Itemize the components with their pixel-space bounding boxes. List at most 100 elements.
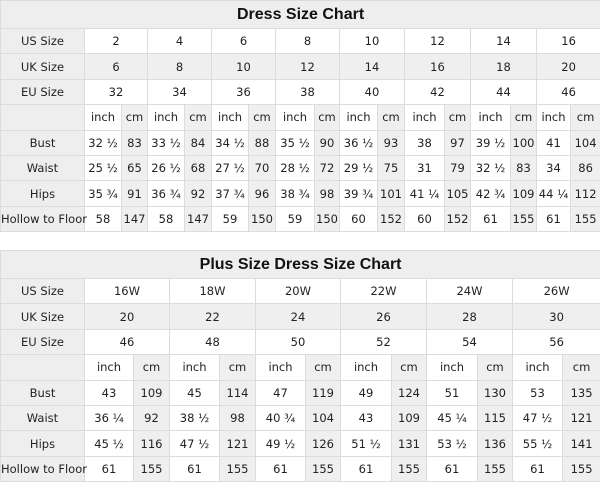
inch-cell: 60 [340, 206, 378, 231]
cm-cell: 88 [249, 130, 276, 155]
row-label: Hollow to Floor [1, 456, 85, 481]
row-label: Bust [1, 130, 85, 155]
inch-cell: 42 ¾ [471, 181, 511, 206]
cm-cell: 83 [511, 155, 537, 180]
cm-cell: 101 [378, 181, 405, 206]
cm-cell: 112 [571, 181, 600, 206]
cm-cell: 75 [378, 155, 405, 180]
inch-cell: 47 ½ [170, 431, 220, 456]
cm-cell: 98 [220, 405, 256, 430]
inch-cell: 49 ½ [256, 431, 306, 456]
row-label: US Size [1, 29, 85, 54]
cm-cell: 109 [392, 405, 427, 430]
cm-cell: 91 [122, 181, 148, 206]
cm-cell: 92 [134, 405, 170, 430]
inch-cell: 32 ½ [471, 155, 511, 180]
size-cell: 8 [276, 29, 340, 54]
inch-cell: 27 ½ [212, 155, 249, 180]
cm-cell: 155 [478, 456, 513, 481]
inch-cell: 61 [170, 456, 220, 481]
size-cell: 10 [212, 54, 276, 79]
cm-cell: 131 [392, 431, 427, 456]
cm-cell: 147 [185, 206, 212, 231]
inch-cell: 53 ½ [427, 431, 478, 456]
inch-cell: 53 [513, 380, 563, 405]
inch-cell: 38 ½ [170, 405, 220, 430]
cm-cell: 116 [134, 431, 170, 456]
size-cell: 4 [148, 29, 212, 54]
cm-cell: 155 [134, 456, 170, 481]
inch-cell: 36 ½ [340, 130, 378, 155]
cm-cell: 86 [571, 155, 600, 180]
unit-inch: inch [513, 355, 563, 380]
cm-cell: 121 [220, 431, 256, 456]
unit-cm: cm [392, 355, 427, 380]
unit-inch: inch [471, 105, 511, 130]
cm-cell: 65 [122, 155, 148, 180]
chart-title: Dress Size Chart [1, 1, 600, 29]
size-cell: 22W [341, 279, 427, 304]
unit-inch: inch [341, 355, 392, 380]
cm-cell: 84 [185, 130, 212, 155]
unit-cm: cm [445, 105, 471, 130]
unit-inch: inch [256, 355, 306, 380]
cm-cell: 141 [563, 431, 600, 456]
inch-cell: 43 [85, 380, 134, 405]
unit-cm: cm [563, 355, 600, 380]
unit-cm: cm [249, 105, 276, 130]
unit-cm: cm [378, 105, 405, 130]
inch-cell: 35 ½ [276, 130, 315, 155]
size-cell: 18W [170, 279, 256, 304]
inch-cell: 59 [212, 206, 249, 231]
inch-cell: 44 ¼ [537, 181, 571, 206]
size-cell: 18 [471, 54, 537, 79]
unit-inch: inch [405, 105, 445, 130]
unit-inch: inch [276, 105, 315, 130]
unit-cm: cm [306, 355, 341, 380]
size-cell: 46 [537, 79, 600, 104]
cm-cell: 100 [511, 130, 537, 155]
size-cell: 16W [85, 279, 170, 304]
size-cell: 14 [340, 54, 405, 79]
cm-cell: 72 [315, 155, 340, 180]
size-cell: 22 [170, 304, 256, 329]
unit-cm: cm [122, 105, 148, 130]
unit-inch: inch [212, 105, 249, 130]
inch-cell: 34 [537, 155, 571, 180]
inch-cell: 37 ¾ [212, 181, 249, 206]
inch-cell: 40 ¾ [256, 405, 306, 430]
row-label: Hips [1, 431, 85, 456]
row-label: Waist [1, 405, 85, 430]
size-cell: 12 [405, 29, 471, 54]
row-label: Bust [1, 380, 85, 405]
cm-cell: 104 [571, 130, 600, 155]
unit-inch: inch [148, 105, 185, 130]
size-cell: 34 [148, 79, 212, 104]
cm-cell: 79 [445, 155, 471, 180]
cm-cell: 68 [185, 155, 212, 180]
inch-cell: 47 ½ [513, 405, 563, 430]
size-cell: 26 [341, 304, 427, 329]
cm-cell: 109 [511, 181, 537, 206]
cm-cell: 155 [563, 456, 600, 481]
size-cell: 50 [256, 329, 341, 354]
size-cell: 10 [340, 29, 405, 54]
size-cell: 48 [170, 329, 256, 354]
unit-cm: cm [478, 355, 513, 380]
size-cell: 46 [85, 329, 170, 354]
cm-cell: 130 [478, 380, 513, 405]
size-cell: 14 [471, 29, 537, 54]
row-label: UK Size [1, 54, 85, 79]
cm-cell: 104 [306, 405, 341, 430]
row-label: EU Size [1, 79, 85, 104]
size-cell: 8 [148, 54, 212, 79]
